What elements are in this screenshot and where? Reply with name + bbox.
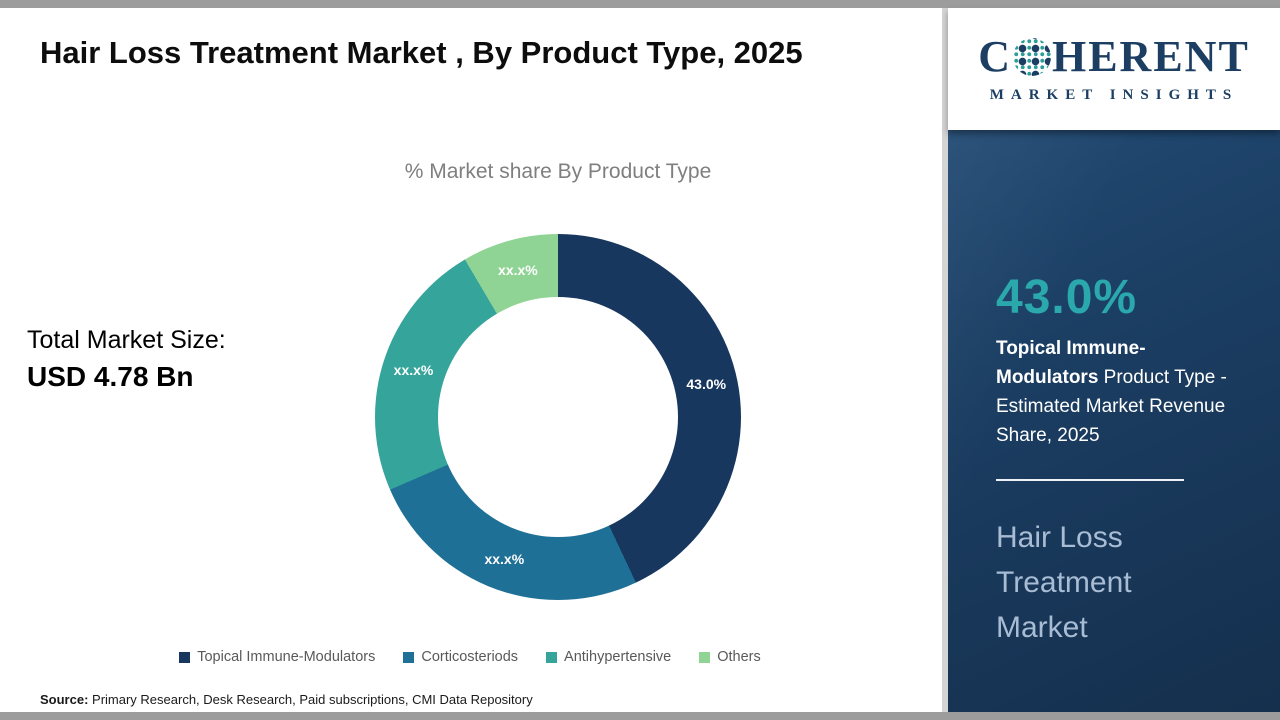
total-market-value: USD 4.78 Bn [27,361,194,392]
legend-label: Others [717,649,761,665]
chart-section: Hair Loss Treatment Market , By Product … [0,8,942,712]
stat-description-rest: Product Type - Estimated Market Revenue … [996,366,1227,446]
legend-item: Antihypertensive [546,649,671,665]
logo-subtitle: MARKET INSIGHTS [989,86,1239,103]
legend-item: Others [699,649,761,665]
globe-icon [1012,37,1051,76]
slice-label: xx.x% [393,362,434,379]
source-text: Primary Research, Desk Research, Paid su… [88,692,533,707]
market-name: Hair Loss Treatment Market [996,520,1132,644]
sidebar-content: 43.0% Topical Immune-Modulators Product … [948,130,1280,650]
stat-value: 43.0% [996,271,1138,324]
donut-ring [375,234,741,600]
divider [996,478,1184,481]
total-market-label: Total Market Size: [27,326,226,354]
logo-text-c: C [978,31,1012,81]
source-label: Source: [40,692,89,707]
legend-label: Topical Immune-Modulators [197,649,376,665]
legend-swatch [546,651,558,663]
chart-legend: Topical Immune-Modulators Corticosteriods… [30,649,910,665]
legend-swatch [403,651,415,663]
legend-label: Corticosteriods [421,649,519,665]
logo-wordmark: C HERENT [978,31,1250,81]
sidebar: C HERENT MARKET INSIGHTS 43.0% Topical I… [942,8,1280,712]
stat-description-bold: Topical Immune-Modulators [996,338,1146,388]
legend-swatch [179,651,191,663]
legend-item: Corticosteriods [403,649,518,665]
donut-chart: 43.0% xx.x% xx.x% xx.x% [375,234,741,600]
slice-label: 43.0% [686,375,727,392]
logo-text-rest: HERENT [1051,31,1250,81]
legend-label: Antihypertensive [564,649,672,665]
chart-title: % Market share By Product Type [404,160,712,183]
legend-swatch [699,651,711,663]
infographic-page: Hair Loss Treatment Market , By Product … [0,8,1280,712]
slice-label: xx.x% [484,551,525,568]
total-market-size: Total Market Size: USD 4.78 Bn [27,326,226,393]
page-title: Hair Loss Treatment Market , By Product … [40,35,803,70]
legend-item: Topical Immune-Modulators [179,649,375,665]
slice-label: xx.x% [498,262,538,279]
brand-logo: C HERENT MARKET INSIGHTS [948,8,1280,130]
source-note: Source: Primary Research, Desk Research,… [40,692,533,707]
stat-description: Topical Immune-Modulators Product Type -… [996,335,1246,451]
